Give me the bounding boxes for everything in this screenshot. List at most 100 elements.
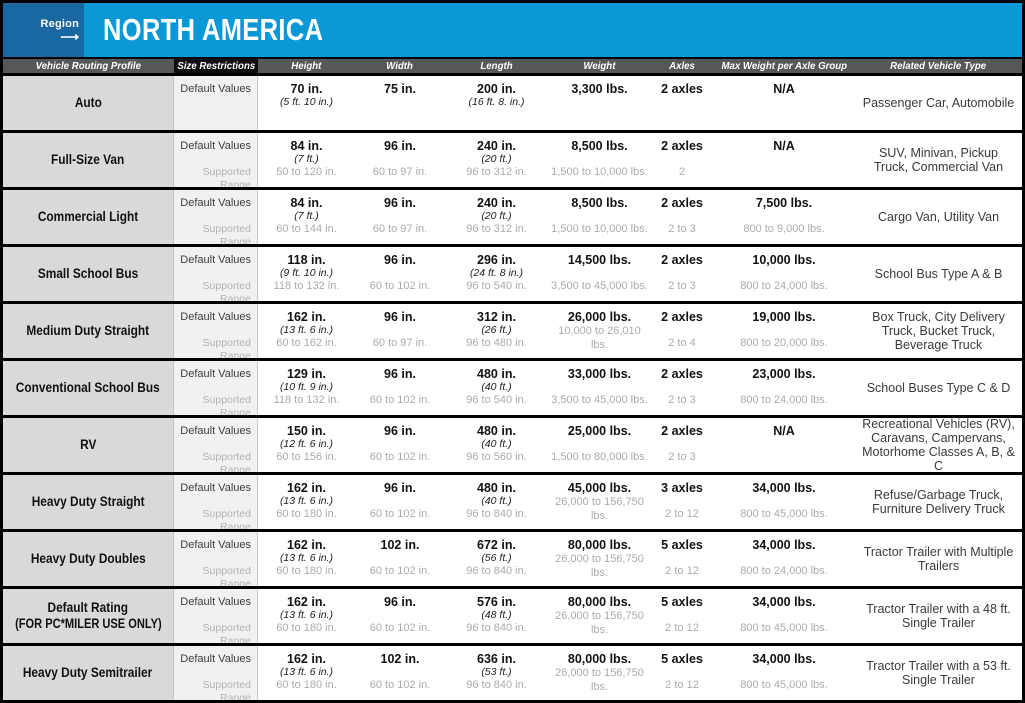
length-default-feet: (24 ft. 8 in.) [469,267,524,279]
supported-range-label: Supported Range [202,622,251,643]
weight-default: 26,000 lbs. [567,310,632,324]
length-default-feet: (20 ft.) [481,210,512,222]
header-length: Length [480,60,513,72]
axles-supported-range: 2 [678,166,686,178]
default-values-label: Default Values [180,311,251,323]
axles-cell: 2 axles 2 to 4 [651,304,713,358]
axles-default: 5 axles [661,538,703,552]
related-vehicle-type-cell: School Buses Type C & D [866,381,1011,395]
axles-cell: 5 axles 2 to 12 [651,589,713,643]
supported-range-label: Supported Range [202,337,251,358]
length-cell: 240 in. (20 ft.) 96 to 312 in. [445,190,548,244]
related-vehicle-type-cell: School Bus Type A & B [874,267,1003,281]
height-supported-range: 118 to 132 in. [273,280,340,292]
weight-cell: 80,000 lbs. 26,000 to 156,750 lbs. [548,532,651,586]
size-restrictions-cell: Default Values Supported Range [174,532,258,586]
table-row: RV Default Values Supported Range 150 in… [3,415,1022,472]
weight-cell: 8,500 lbs. 1,500 to 10,000 lbs. [548,133,651,187]
height-cell: 162 in. (13 ft. 6 in.) 60 to 180 in. [258,589,355,643]
width-default: 75 in. [384,82,416,96]
length-default-feet: (48 ft.) [481,609,512,621]
height-default: 162 in. [287,310,326,324]
width-supported-range: 60 to 102 in. [369,622,431,634]
height-default: 84 in. [290,196,323,210]
weight-supported-range: 26,000 to 156,750 lbs. [555,667,644,693]
width-default: 96 in. [384,595,416,609]
default-values-label: Default Values [180,596,251,608]
related-vehicle-type-cell: Tractor Trailer with Multiple Trailers [863,545,1014,573]
default-values-label: Default Values [180,83,251,95]
weight-cell: 25,000 lbs. 1,500 to 80,000 lbs. [548,418,651,472]
weight-default: 80,000 lbs. [567,538,632,552]
axles-cell: 5 axles 2 to 12 [651,646,713,700]
height-default-feet: (13 ft. 6 in.) [279,495,334,507]
length-default-feet: (56 ft.) [481,552,512,564]
profile-name-secondary: (FOR PC*MILER USE ONLY) [14,616,162,631]
length-cell: 480 in. (40 ft.) 96 to 540 in. [445,361,548,415]
max-axle-weight-default: 34,000 lbs. [752,595,816,609]
size-restrictions-cell: Default Values [174,76,258,130]
length-cell: 312 in. (26 ft.) 96 to 480 in. [445,304,548,358]
axles-supported-range: 2 to 3 [668,451,696,463]
supported-range-label: Supported Range [202,223,251,244]
default-values-label: Default Values [180,368,251,380]
length-cell: 576 in. (48 ft.) 96 to 840 in. [445,589,548,643]
table-row: Auto Default Values 70 in. (5 ft. 10 in.… [3,73,1022,130]
axles-default: 2 axles [661,424,703,438]
length-default: 240 in. [477,139,516,153]
width-default: 96 in. [384,310,416,324]
axles-cell: 2 axles [651,76,713,130]
length-default: 240 in. [477,196,516,210]
size-restrictions-cell: Default Values Supported Range [174,361,258,415]
height-supported-range: 60 to 180 in. [276,508,337,520]
table-body: Auto Default Values 70 in. (5 ft. 10 in.… [3,73,1022,700]
max-axle-weight-default: N/A [773,82,795,96]
default-values-label: Default Values [180,482,251,494]
max-axle-weight-default: N/A [773,424,795,438]
height-default: 162 in. [287,652,326,666]
length-cell: 480 in. (40 ft.) 96 to 840 in. [445,475,548,529]
size-restrictions-cell: Default Values Supported Range [174,475,258,529]
height-default-feet: (7 ft.) [294,153,319,165]
max-weight-per-axle-cell: 34,000 lbs. 800 to 24,000 lbs. [713,532,855,586]
related-vehicle-type-cell: Tractor Trailer with a 48 ft. Single Tra… [866,602,1011,630]
table-row: Default Rating (FOR PC*MILER USE ONLY) D… [3,586,1022,643]
height-default: 84 in. [290,139,323,153]
width-supported-range: 60 to 102 in. [369,280,431,292]
axles-cell: 2 axles 2 to 3 [651,361,713,415]
height-cell: 162 in. (13 ft. 6 in.) 60 to 180 in. [258,475,355,529]
width-supported-range: 60 to 97 in. [372,223,428,235]
region-title: NORTH AMERICA [103,12,324,47]
weight-supported-range: 26,000 to 156,750 lbs. [555,553,644,579]
size-restrictions-cell: Default Values Supported Range [174,589,258,643]
length-cell: 200 in. (16 ft. 8. in.) [445,76,548,130]
max-axle-weight-default: 34,000 lbs. [752,652,816,666]
header-weight: Weight [583,60,616,72]
height-default-feet: (13 ft. 6 in.) [279,609,334,621]
size-restrictions-cell: Default Values Supported Range [174,304,258,358]
region-banner: Region ⟶ NORTH AMERICA [3,3,1022,57]
default-values-label: Default Values [180,539,251,551]
max-axle-weight-default: 34,000 lbs. [752,481,816,495]
height-default-feet: (10 ft. 9 in.) [279,381,334,393]
header-vehicle-routing-profile: Vehicle Routing Profile [35,60,142,72]
table-row: Heavy Duty Straight Default Values Suppo… [3,472,1022,529]
axles-default: 2 axles [661,367,703,381]
weight-supported-range: 26,000 to 156,750 lbs. [555,496,644,522]
axles-default: 2 axles [661,139,703,153]
max-axle-weight-supported-range: 800 to 45,000 lbs. [740,508,828,520]
length-default: 480 in. [477,481,516,495]
max-axle-weight-supported-range: 800 to 24,000 lbs. [740,280,828,292]
profile-name-cell: Small School Bus [3,247,174,301]
default-values-label: Default Values [180,197,251,209]
width-cell: 102 in. 60 to 102 in. [355,532,445,586]
axles-default: 5 axles [661,652,703,666]
supported-range-label: Supported Range [202,394,251,415]
width-supported-range: 60 to 102 in. [369,679,431,691]
max-weight-per-axle-cell: N/A [713,133,855,187]
max-axle-weight-default: 23,000 lbs. [752,367,816,381]
axles-default: 2 axles [661,310,703,324]
profile-name-cell: Conventional School Bus [3,361,174,415]
profile-name-cell: Heavy Duty Semitrailer [3,646,174,700]
weight-default: 45,000 lbs. [567,481,632,495]
